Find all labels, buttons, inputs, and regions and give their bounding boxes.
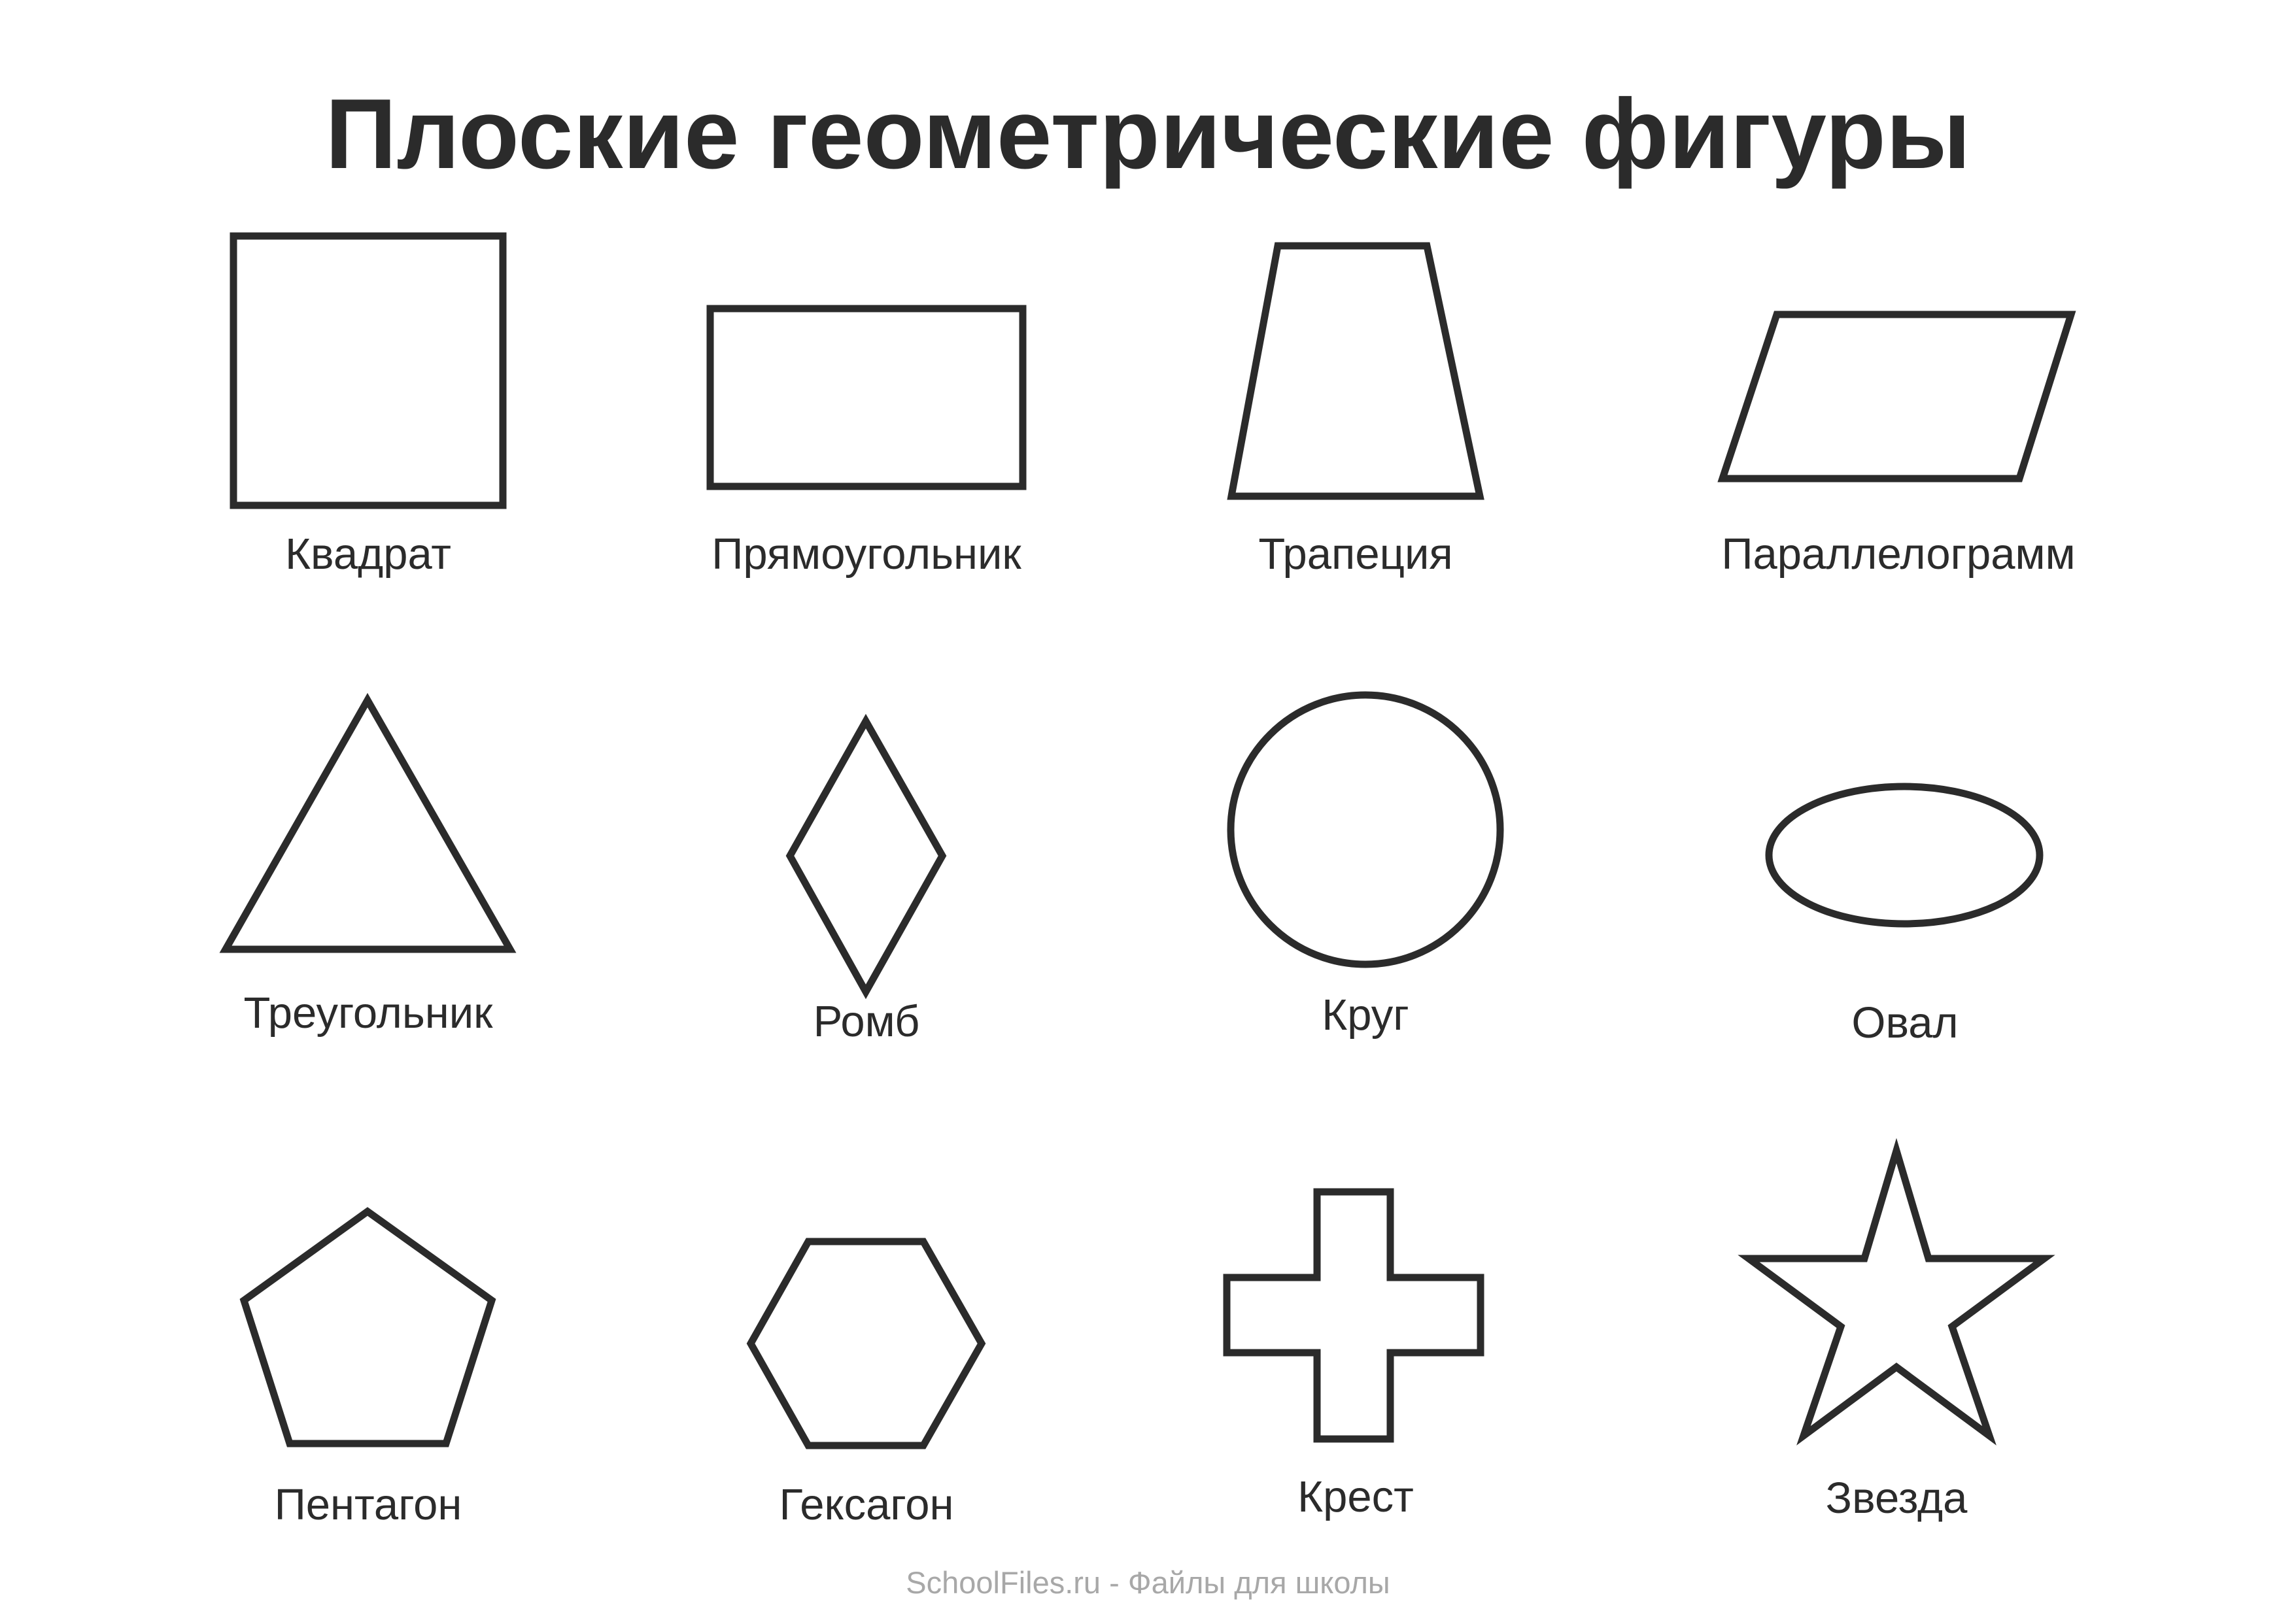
shape-label-parallelogram: Параллелограмм	[1721, 530, 2076, 579]
shape-label-rhombus: Ромб	[813, 997, 920, 1046]
footer-watermark: SchoolFiles.ru - Файлы для школы	[906, 1565, 1390, 1600]
shape-label-cross: Крест	[1297, 1472, 1414, 1521]
star-icon	[1738, 1138, 2055, 1446]
rectangle-icon	[706, 305, 1027, 490]
page-title: Плоские геометрические фигуры	[325, 78, 1971, 190]
trapezoid-icon	[1227, 242, 1484, 500]
square-icon	[230, 232, 507, 509]
shape-label-circle: Круг	[1322, 990, 1409, 1040]
shape-label-star: Звезда	[1825, 1474, 1968, 1523]
shape-label-hexagon: Гексагон	[779, 1480, 954, 1529]
shape-label-square: Квадрат	[285, 530, 451, 579]
rhombus-icon	[785, 713, 947, 1000]
parallelogram-icon	[1717, 311, 2076, 482]
shape-label-oval: Овал	[1851, 998, 1959, 1047]
shape-label-triangle: Треугольник	[243, 989, 493, 1038]
triangle-icon	[219, 692, 517, 953]
hexagon-icon	[746, 1238, 986, 1449]
shape-label-rectangle: Прямоугольник	[711, 530, 1021, 579]
shape-label-trapezoid: Трапеция	[1258, 530, 1453, 579]
cross-icon	[1223, 1188, 1484, 1443]
pentagon-icon	[239, 1207, 496, 1447]
oval-icon	[1765, 783, 2044, 928]
shape-label-pentagon: Пентагон	[274, 1480, 462, 1529]
circle-icon	[1227, 691, 1504, 968]
